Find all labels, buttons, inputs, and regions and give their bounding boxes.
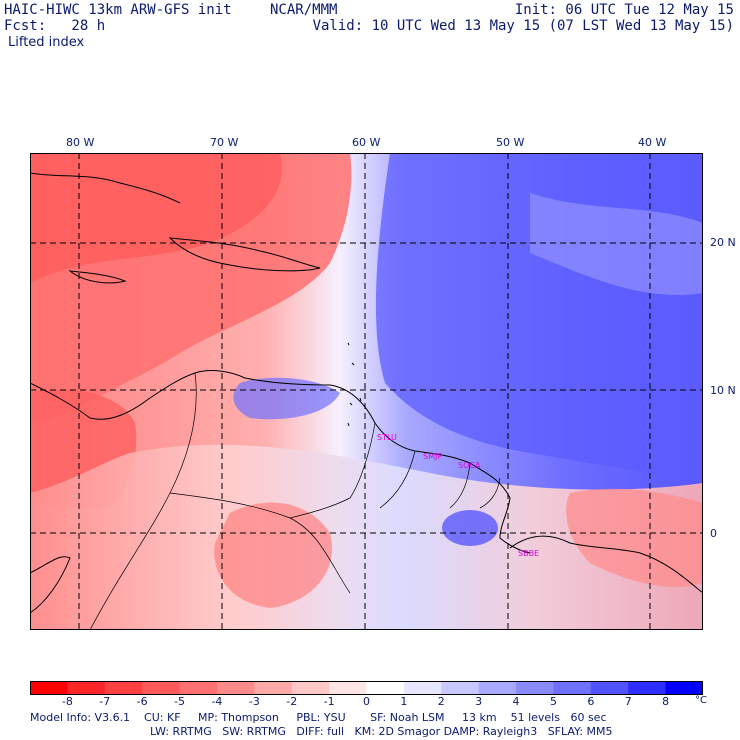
map-frame [30, 153, 703, 630]
colorbar-swatch [30, 681, 68, 695]
lat-label-0: 0 [710, 527, 717, 540]
colorbar-swatch [665, 681, 703, 695]
colorbar-tick-label: -5 [174, 695, 186, 708]
colorbar-swatch [478, 681, 517, 695]
station-label-stlu: STLU [377, 433, 397, 442]
lat-label-10n: 10 N [710, 384, 736, 397]
positive-li-coastal [233, 377, 340, 420]
coastlines [30, 172, 703, 614]
positive-li-blob-south [442, 510, 498, 546]
colorbar-swatch [441, 681, 480, 695]
colorbar-swatch [67, 681, 106, 695]
colorbar-swatch [179, 681, 218, 695]
colorbar-swatch [216, 681, 255, 695]
init-time: Init: 06 UTC Tue 12 May 15 [514, 2, 734, 18]
colorbar-tick-label: -7 [99, 695, 111, 708]
graticule [30, 153, 703, 630]
colorbar-tick-label: -8 [61, 695, 73, 708]
colorbar-tick-label: 7 [624, 695, 632, 708]
lon-label-50w: 50 W [496, 136, 525, 149]
positive-li-streak [530, 193, 703, 295]
org-label: NCAR/MMM [270, 2, 338, 18]
lon-label-70w: 70 W [210, 136, 239, 149]
colorbar-tick-label: -6 [136, 695, 148, 708]
lon-label-40w: 40 W [638, 136, 667, 149]
borders [89, 372, 501, 630]
colorbar-tick-label: 0 [363, 695, 370, 708]
colorbar-swatch [291, 681, 330, 695]
colorbar-tick-label: 5 [549, 695, 557, 708]
colorbar-tick-label: 1 [400, 695, 408, 708]
colorbar-labels: -8 -7 -6 -5 -4 -3 -2 -1 0 1 2 3 4 5 6 7 8 [30, 695, 720, 709]
lon-label-80w: 80 W [66, 136, 95, 149]
colorbar-swatch [553, 681, 592, 695]
colorbar-swatch [628, 681, 667, 695]
negative-li-core [30, 153, 282, 283]
colorbar-swatch [254, 681, 293, 695]
colorbar-tick-label: 4 [512, 695, 520, 708]
forecast-hour: Fcst: 28 h [4, 18, 106, 34]
colorbar-frame [30, 681, 703, 695]
colorbar-swatch [329, 681, 367, 695]
station-label-sbbe: SBBE [518, 549, 539, 558]
model-title: HAIC-HIWC 13km ARW-GFS init [4, 2, 232, 18]
lon-label-60w: 60 W [352, 136, 381, 149]
map-panel: STLU SMJP SOCA SBBE [30, 153, 703, 630]
colorbar-tick-label: 2 [437, 695, 445, 708]
station-label-soca: SOCA [458, 461, 481, 470]
colorbar-swatch [104, 681, 143, 695]
colorbar-tick-label: -4 [211, 695, 223, 708]
colorbar-unit: °C [695, 695, 707, 706]
negative-li-patch-amazon [214, 502, 332, 608]
colorbar-tick-label: -3 [248, 695, 260, 708]
colorbar [30, 681, 703, 695]
lat-label-20n: 20 N [710, 236, 736, 249]
colorbar-swatch [142, 681, 181, 695]
colorbar-tick-label: 6 [587, 695, 595, 708]
colorbar-swatch [516, 681, 554, 695]
valid-time: Valid: 10 UTC Wed 13 May 15 (07 LST Wed … [312, 18, 734, 34]
lifted-index-map: STLU SMJP SOCA SBBE [30, 153, 703, 630]
model-info-line1: Model Info: V3.6.1 CU: KF MP: Thompson P… [30, 711, 607, 724]
station-label-smjp: SMJP [423, 452, 442, 461]
negative-li-patch-atlantic [566, 488, 703, 587]
colorbar-swatch [590, 681, 629, 695]
field-name: Lifted index [8, 35, 85, 50]
colorbar-swatch [366, 681, 405, 695]
colorbar-swatch [403, 681, 442, 695]
colorbar-tick-label: -2 [286, 695, 298, 708]
model-info-line2: LW: RRTMG SW: RRTMG DIFF: full KM: 2D Sm… [150, 725, 613, 738]
colorbar-tick-label: 8 [662, 695, 670, 708]
colorbar-tick-label: -1 [323, 695, 335, 708]
colorbar-tick-label: 3 [475, 695, 483, 708]
southern-field [30, 444, 703, 630]
